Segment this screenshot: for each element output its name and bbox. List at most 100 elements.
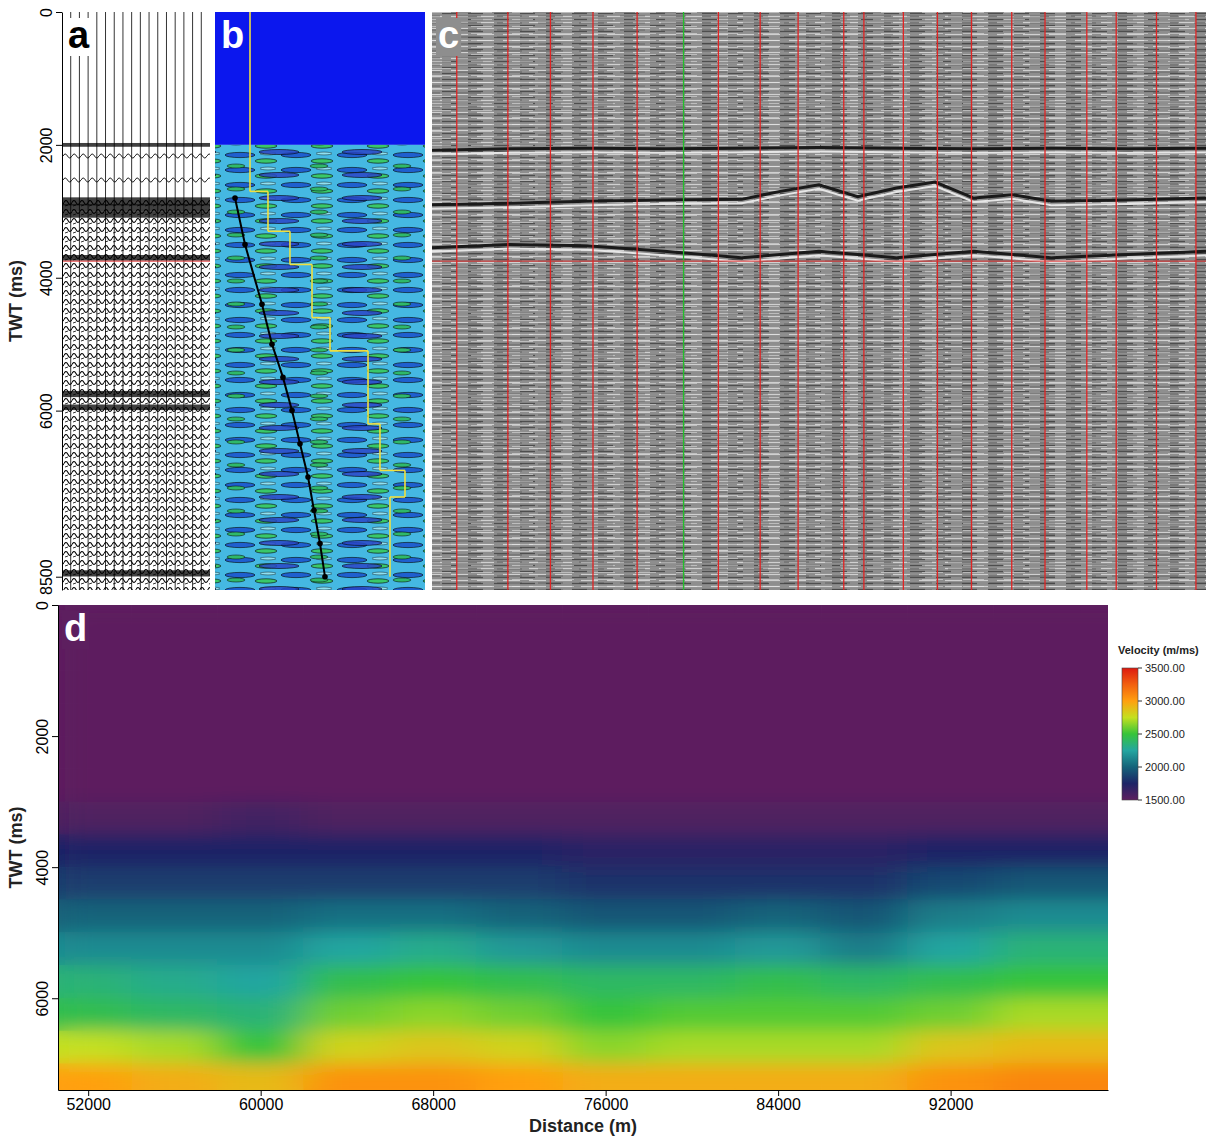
velocity-cell: [476, 605, 562, 638]
velocity-cell: [1080, 834, 1108, 867]
water-zone: [215, 12, 425, 145]
panel-letter-text: b: [221, 14, 244, 56]
analysis-location: [903, 12, 904, 590]
interval-velocity-step: [311, 264, 313, 317]
velocity-cell: [735, 703, 821, 736]
velocity-cell: [735, 965, 821, 998]
velocity-cell: [563, 703, 649, 736]
velocity-cell: [563, 867, 649, 900]
velocity-cell: [304, 769, 390, 802]
velocity-cell: [218, 638, 304, 671]
colorbar-label: 3500.00: [1145, 662, 1185, 674]
velocity-cell: [907, 933, 993, 966]
velocity-cell: [58, 867, 131, 900]
velocity-cell: [390, 965, 476, 998]
velocity-cell: [994, 867, 1080, 900]
velocity-cell: [58, 671, 131, 704]
velocity-cell: [907, 867, 993, 900]
velocity-cell: [563, 900, 649, 933]
velocity-cell: [821, 736, 907, 769]
time-marker: [432, 261, 1206, 262]
velocity-cell: [735, 703, 821, 736]
analysis-location: [1156, 12, 1157, 590]
colorbar-label: 2000.00: [1145, 761, 1185, 773]
velocity-cell: [649, 671, 735, 704]
velocity-cell: [390, 769, 476, 802]
velocity-cell: [58, 736, 131, 769]
velocity-cell: [994, 703, 1080, 736]
velocity-cell: [649, 736, 735, 769]
velocity-cell: [563, 671, 649, 704]
velocity-cell: [735, 834, 821, 867]
analysis-location: [863, 12, 864, 590]
velocity-cell: [735, 998, 821, 1031]
tick-mark: [951, 1090, 952, 1096]
velocity-cell: [649, 736, 735, 769]
velocity-cell: [476, 834, 562, 867]
tick-label: 2000: [34, 719, 51, 755]
velocity-cell: [390, 638, 476, 671]
velocity-cell: [563, 703, 649, 736]
velocity-cell: [649, 933, 735, 966]
velocity-cell: [476, 671, 562, 704]
tick: 8500: [38, 559, 62, 595]
velocity-cell: [131, 671, 217, 704]
velocity-cell: [476, 1031, 562, 1064]
velocity-cell: [994, 769, 1080, 802]
velocity-cell: [58, 1064, 131, 1090]
analysis-location: [1011, 12, 1012, 590]
tick-label: 60000: [239, 1096, 284, 1113]
velocity-cell: [649, 769, 735, 802]
velocity-cell: [563, 736, 649, 769]
velocity-cell: [1080, 638, 1108, 671]
panel-letter: b: [219, 14, 246, 56]
tick: 68000: [411, 1090, 456, 1113]
velocity-cell: [1080, 965, 1108, 998]
velocity-cell: [58, 998, 131, 1031]
colorbar-tick: [1138, 800, 1142, 801]
reflection-event: [62, 212, 210, 218]
velocity-cell: [907, 671, 993, 704]
analysis-location: [1195, 12, 1196, 590]
velocity-cell: [218, 703, 304, 736]
velocity-cell: [131, 769, 217, 802]
velocity-cell: [476, 933, 562, 966]
tick: 6000: [38, 393, 62, 429]
tick-mark: [52, 736, 58, 737]
velocity-cell: [821, 900, 907, 933]
velocity-cell: [1080, 638, 1108, 671]
velocity-cell: [907, 867, 993, 900]
analysis-location: [718, 12, 719, 590]
velocity-cell: [1080, 1064, 1108, 1090]
velocity-cell: [907, 671, 993, 704]
interval-velocity-step: [389, 497, 391, 577]
panel-background: [62, 12, 210, 590]
velocity-pick: [259, 302, 265, 308]
velocity-cell: [218, 933, 304, 966]
velocity-cell: [218, 900, 304, 933]
velocity-cell: [1080, 703, 1108, 736]
velocity-cell: [58, 965, 131, 998]
velocity-cell: [907, 769, 993, 802]
velocity-cell: [390, 834, 476, 867]
velocity-cell: [304, 1064, 390, 1090]
velocity-cell: [735, 736, 821, 769]
velocity-cell: [563, 605, 649, 638]
tick-mark: [778, 1090, 779, 1096]
velocity-cell: [476, 802, 562, 835]
velocity-cell: [390, 703, 476, 736]
velocity-cell: [131, 900, 217, 933]
velocity-cell: [821, 933, 907, 966]
velocity-cell: [649, 998, 735, 1031]
velocity-cell: [304, 605, 390, 638]
velocity-cells-base: [58, 605, 1108, 1090]
tick: 4000: [34, 850, 58, 886]
velocity-cell: [304, 703, 390, 736]
velocity-cell: [907, 998, 993, 1031]
velocity-cell: [1080, 933, 1108, 966]
interval-velocity-step: [267, 191, 269, 231]
velocity-cell: [390, 671, 476, 704]
velocity-cell: [58, 736, 131, 769]
velocity-cell: [994, 900, 1080, 933]
velocity-cell: [735, 638, 821, 671]
